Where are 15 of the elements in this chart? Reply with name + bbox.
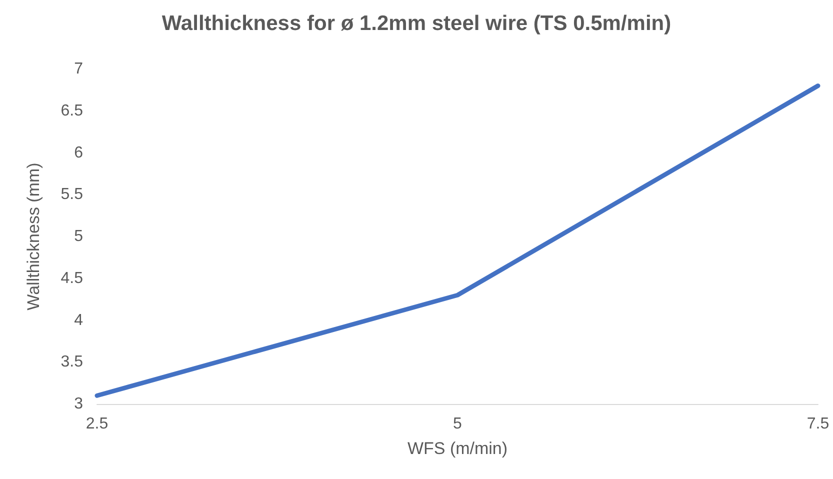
x-tick-label: 7.5 xyxy=(806,416,830,432)
x-tick-label: 2.5 xyxy=(86,416,108,432)
y-tick-label: 4.5 xyxy=(60,270,84,287)
y-tick-label: 4 xyxy=(74,312,84,329)
x-tick-label: 5 xyxy=(453,416,462,432)
y-tick-label: 5.5 xyxy=(60,186,84,204)
y-tick-label: 3 xyxy=(74,396,84,412)
y-tick-label: 5 xyxy=(74,228,84,245)
y-tick-label: 7 xyxy=(74,60,84,78)
y-axis-title: Wallthickness (mm) xyxy=(24,162,43,310)
y-tick-label: 6.5 xyxy=(60,102,84,120)
chart-title: Wallthickness for ø 1.2mm steel wire (TS 0.5m/min) xyxy=(162,12,672,35)
y-tick-label: 6 xyxy=(74,144,84,162)
x-axis-title: WFS (m/min) xyxy=(407,439,508,458)
y-tick-label: 3.5 xyxy=(60,354,84,371)
